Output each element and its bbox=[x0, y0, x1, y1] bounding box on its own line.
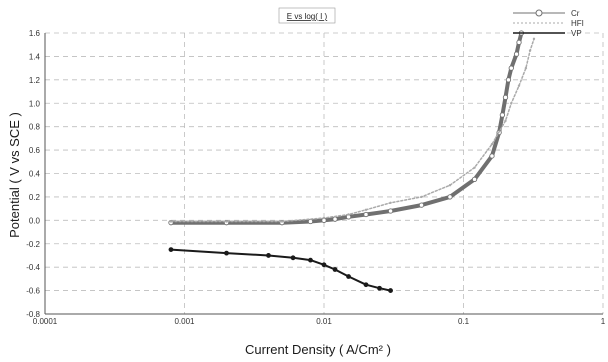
y-tick-label: -0.6 bbox=[26, 287, 40, 296]
y-tick-label: 0.4 bbox=[29, 170, 41, 179]
legend-label-vp: VP bbox=[571, 29, 582, 38]
data-point-vp bbox=[321, 262, 327, 268]
y-tick-label: -0.4 bbox=[26, 263, 40, 272]
chart-title: E vs log( I ) bbox=[287, 12, 328, 21]
data-point-cr bbox=[513, 51, 520, 57]
data-point-hfi bbox=[528, 49, 532, 52]
y-tick-label: -0.2 bbox=[26, 240, 40, 249]
y-tick-label: 1.2 bbox=[29, 76, 41, 85]
y-axis-title: Potential ( V vs SCE ) bbox=[7, 112, 22, 238]
data-point-vp bbox=[346, 274, 351, 279]
data-point-hfi bbox=[347, 213, 350, 216]
legend-label-hfi: HFI bbox=[571, 19, 584, 28]
y-tick-label: -0.8 bbox=[26, 310, 40, 319]
data-point-cr bbox=[502, 94, 509, 101]
data-point-cr bbox=[516, 39, 522, 46]
x-tick-label: 0.01 bbox=[316, 317, 332, 326]
x-tick-label: 0.001 bbox=[174, 317, 195, 326]
data-point-cr bbox=[508, 65, 514, 71]
data-point-cr bbox=[332, 216, 338, 222]
data-point-cr bbox=[387, 208, 394, 214]
series-line-cr bbox=[169, 31, 524, 225]
data-point-hfi bbox=[448, 184, 452, 187]
data-point-vp bbox=[290, 255, 296, 261]
data-point-hfi bbox=[532, 37, 536, 41]
data-point-vp bbox=[388, 288, 393, 293]
series-line-hfi bbox=[170, 38, 535, 223]
data-point-vp bbox=[266, 253, 271, 258]
data-point-cr bbox=[489, 153, 495, 159]
data-point-vp bbox=[224, 250, 229, 256]
data-point-hfi bbox=[420, 195, 423, 199]
data-point-hfi bbox=[169, 220, 173, 223]
y-tick-label: 1.4 bbox=[29, 52, 41, 61]
data-point-hfi bbox=[510, 102, 513, 105]
data-point-vp bbox=[363, 282, 369, 288]
data-point-vp bbox=[168, 247, 174, 253]
x-axis-title: Current Density ( A/Cm² ) bbox=[245, 342, 391, 357]
y-tick-label: 0.2 bbox=[29, 193, 41, 202]
data-point-hfi bbox=[517, 84, 521, 87]
data-point-hfi bbox=[389, 201, 392, 204]
chart-title-frame bbox=[278, 7, 336, 24]
legend-marker-cr bbox=[535, 9, 543, 17]
y-tick-label: 0.8 bbox=[29, 123, 41, 132]
data-point-hfi bbox=[524, 66, 528, 70]
data-point-hfi bbox=[322, 216, 326, 220]
x-tick-label: 1 bbox=[601, 317, 606, 326]
data-point-vp bbox=[308, 257, 313, 263]
data-point-hfi bbox=[473, 166, 476, 169]
data-point-hfi bbox=[280, 220, 284, 223]
data-point-hfi bbox=[364, 208, 368, 211]
data-point-cr bbox=[363, 211, 369, 218]
data-point-vp bbox=[377, 285, 382, 291]
y-tick-label: 0.0 bbox=[29, 216, 41, 225]
data-point-cr bbox=[418, 202, 425, 208]
data-point-hfi bbox=[225, 220, 228, 223]
data-point-cr bbox=[499, 112, 506, 118]
series-line-vp bbox=[170, 248, 392, 292]
x-tick-label: 0.1 bbox=[458, 317, 470, 326]
data-point-hfi bbox=[490, 143, 494, 146]
y-tick-label: 1.6 bbox=[29, 29, 41, 38]
data-point-cr bbox=[471, 176, 478, 183]
x-tick-label: 0.0001 bbox=[33, 317, 58, 326]
data-point-hfi bbox=[504, 119, 507, 123]
y-tick-label: 1.0 bbox=[29, 99, 41, 108]
legend-label-cr: Cr bbox=[571, 9, 580, 18]
data-point-cr bbox=[505, 77, 512, 83]
y-tick-label: 0.6 bbox=[29, 146, 41, 155]
data-point-cr bbox=[447, 194, 453, 200]
data-point-vp bbox=[332, 267, 338, 272]
